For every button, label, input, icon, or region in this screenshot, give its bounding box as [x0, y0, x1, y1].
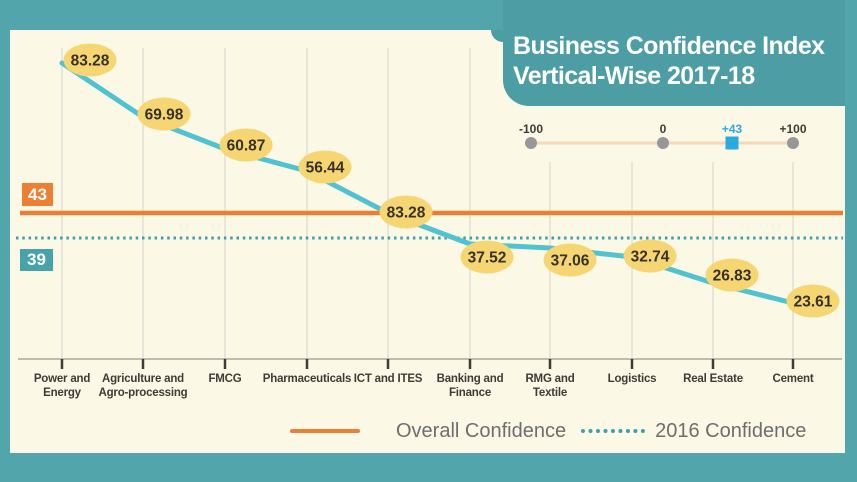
overall-confidence-line-swatch: [290, 429, 360, 433]
data-point-bubble: [379, 195, 433, 229]
confidence-2016-value-badge: 39: [20, 249, 53, 271]
chart-title-line1: Business Confidence Index: [513, 32, 825, 60]
data-point-value: 60.87: [227, 138, 266, 155]
data-point-bubble: [786, 284, 840, 318]
legend-label-2016: 2016 Confidence: [655, 419, 807, 442]
category-label: RMG and Textile: [525, 373, 574, 399]
scale-marker-square: [725, 136, 739, 150]
data-point-bubble: [705, 258, 759, 292]
scale-tick-label: 0: [660, 122, 667, 136]
data-point-value: 83.28: [387, 205, 426, 222]
category-label: Logistics: [608, 373, 657, 385]
scale-tick-label: -100: [519, 122, 543, 136]
data-point-value: 56.44: [306, 160, 345, 177]
legend: Overall Confidence 2016 Confidence: [290, 418, 806, 444]
scale-tick-label: +100: [779, 122, 806, 136]
data-point-bubble: [63, 43, 117, 77]
data-point-value: 26.83: [713, 268, 752, 285]
category-label: Agriculture and Agro-processing: [98, 373, 187, 399]
scale-dot: [525, 137, 537, 149]
data-point-bubble: [543, 243, 597, 277]
category-label: Power and Energy: [34, 373, 91, 399]
category-label: Pharmaceuticals: [263, 373, 351, 385]
chart-title-line2: Vertical-Wise 2017-18: [513, 62, 755, 90]
confidence-trend-line: [59, 60, 796, 306]
category-label: Real Estate: [683, 373, 743, 385]
data-point-value: 69.98: [145, 107, 184, 124]
data-point-bubble: [219, 128, 273, 162]
category-label: FMCG: [208, 373, 241, 385]
scale-tick-label: +43: [722, 122, 743, 136]
data-point-value: 32.74: [631, 249, 670, 266]
confidence-2016-line-swatch: [581, 429, 646, 433]
data-point-bubble: [623, 239, 677, 273]
data-point-value: 37.06: [551, 253, 590, 270]
category-label: ICT and ITES: [354, 373, 423, 385]
scale-dot: [657, 137, 669, 149]
category-label: Cement: [773, 373, 814, 385]
data-point-value: 37.52: [468, 250, 507, 267]
data-point-value: 23.61: [794, 294, 833, 311]
data-point-bubble: [137, 97, 191, 131]
scale-dot: [787, 137, 799, 149]
data-point-bubble: [460, 240, 514, 274]
legend-label-overall: Overall Confidence: [396, 419, 567, 442]
title-box: Business Confidence Index Vertical-Wise …: [503, 0, 845, 106]
overall-confidence-value-badge: 43: [22, 183, 53, 206]
data-point-value: 83.28: [71, 53, 110, 70]
category-label: Banking and Finance: [437, 373, 504, 399]
data-point-bubble: [298, 150, 352, 184]
